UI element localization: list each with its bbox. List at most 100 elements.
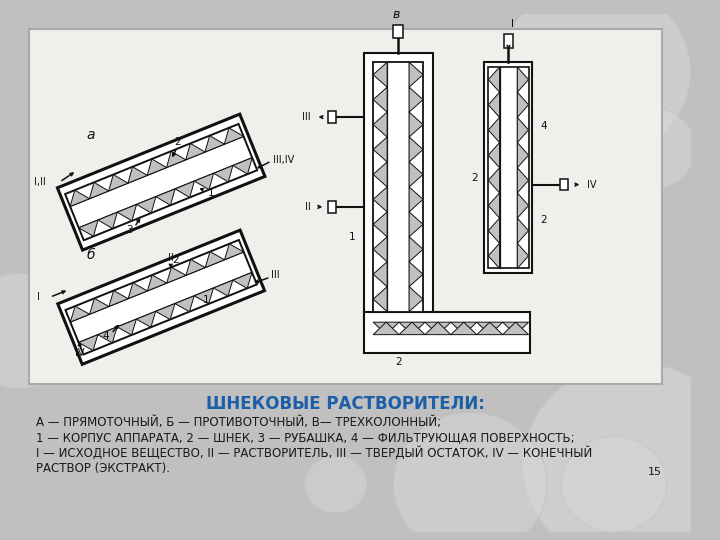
- Polygon shape: [66, 240, 257, 354]
- Ellipse shape: [561, 436, 667, 532]
- Ellipse shape: [0, 273, 81, 388]
- Polygon shape: [517, 117, 528, 143]
- Polygon shape: [409, 112, 423, 137]
- Polygon shape: [373, 262, 387, 287]
- Polygon shape: [166, 151, 186, 167]
- Polygon shape: [156, 303, 175, 320]
- Text: III: III: [302, 112, 311, 122]
- Polygon shape: [488, 67, 500, 92]
- Polygon shape: [128, 167, 147, 183]
- Polygon shape: [409, 62, 423, 87]
- Polygon shape: [488, 117, 500, 143]
- Polygon shape: [58, 114, 265, 250]
- Text: I: I: [510, 19, 514, 29]
- Polygon shape: [503, 322, 528, 335]
- Polygon shape: [517, 193, 528, 218]
- Polygon shape: [89, 299, 109, 314]
- Polygon shape: [373, 322, 399, 335]
- Text: 3: 3: [126, 225, 132, 235]
- Text: А — ПРЯМОТОЧНЫЙ, Б — ПРОТИВОТОЧНЫЙ, В— ТРЕХКОЛОННЫЙ;: А — ПРЯМОТОЧНЫЙ, Б — ПРОТИВОТОЧНЫЙ, В— Т…: [37, 416, 441, 429]
- Polygon shape: [156, 189, 175, 205]
- Polygon shape: [425, 322, 451, 335]
- Text: 2: 2: [541, 215, 547, 226]
- Bar: [364, 312, 531, 353]
- Polygon shape: [517, 218, 528, 244]
- Bar: [488, 67, 528, 268]
- Text: I — ИСХОДНОЕ ВЕЩЕСТВО, II — РАСТВОРИТЕЛЬ, III — ТВЕРДЫЙ ОСТАТОК, IV — КОНЕЧНЫЙ: I — ИСХОДНОЕ ВЕЩЕСТВО, II — РАСТВОРИТЕЛЬ…: [37, 447, 593, 461]
- Polygon shape: [488, 168, 500, 193]
- Polygon shape: [488, 143, 500, 168]
- Polygon shape: [409, 87, 423, 112]
- Bar: [364, 52, 433, 321]
- Polygon shape: [477, 322, 503, 335]
- Polygon shape: [71, 306, 89, 322]
- Text: 1 — КОРПУС АППАРАТА, 2 — ШНЕК, 3 — РУБАШКА, 4 — ФИЛЬТРУЮЩАЯ ПОВЕРХНОСТЬ;: 1 — КОРПУС АППАРАТА, 2 — ШНЕК, 3 — РУБАШ…: [37, 431, 575, 444]
- Polygon shape: [451, 322, 477, 335]
- Polygon shape: [109, 291, 128, 307]
- Polygon shape: [213, 280, 233, 296]
- Polygon shape: [214, 165, 233, 182]
- Ellipse shape: [523, 362, 720, 540]
- Polygon shape: [409, 237, 423, 262]
- Text: III,IV: III,IV: [274, 155, 294, 165]
- Polygon shape: [373, 322, 399, 335]
- Polygon shape: [373, 287, 387, 312]
- Polygon shape: [194, 288, 213, 304]
- Polygon shape: [233, 158, 252, 174]
- Polygon shape: [205, 136, 225, 152]
- Polygon shape: [137, 197, 156, 213]
- Polygon shape: [409, 162, 423, 187]
- Text: IV: IV: [75, 348, 84, 358]
- Text: 1: 1: [348, 232, 356, 242]
- Text: 2: 2: [174, 137, 181, 147]
- Polygon shape: [373, 87, 387, 112]
- Polygon shape: [373, 212, 387, 237]
- Text: 4: 4: [541, 120, 547, 131]
- Bar: [503, 35, 513, 48]
- Polygon shape: [409, 262, 423, 287]
- Text: 4: 4: [102, 330, 109, 341]
- Polygon shape: [117, 319, 136, 335]
- Bar: [485, 62, 532, 273]
- Polygon shape: [373, 237, 387, 262]
- Text: 2: 2: [395, 357, 402, 367]
- Text: II: II: [305, 202, 311, 212]
- Text: I: I: [37, 292, 40, 302]
- Polygon shape: [194, 173, 214, 190]
- Bar: [373, 62, 423, 312]
- Text: II: II: [168, 253, 174, 263]
- Polygon shape: [98, 327, 117, 343]
- Polygon shape: [65, 124, 257, 240]
- Polygon shape: [409, 287, 423, 312]
- Polygon shape: [409, 187, 423, 212]
- Bar: [29, 29, 662, 383]
- Polygon shape: [136, 312, 156, 327]
- Polygon shape: [503, 322, 528, 335]
- Text: 2: 2: [172, 255, 179, 265]
- Polygon shape: [517, 92, 528, 117]
- Text: IV: IV: [587, 180, 597, 190]
- Polygon shape: [477, 322, 503, 335]
- Text: 2: 2: [472, 173, 478, 183]
- Bar: [393, 25, 403, 38]
- Polygon shape: [488, 244, 500, 268]
- Polygon shape: [488, 218, 500, 244]
- Polygon shape: [488, 193, 500, 218]
- Ellipse shape: [499, 0, 690, 160]
- Polygon shape: [517, 168, 528, 193]
- Text: 15: 15: [648, 467, 662, 477]
- Polygon shape: [166, 267, 186, 283]
- Polygon shape: [117, 205, 137, 221]
- Text: в: в: [392, 8, 400, 21]
- Polygon shape: [517, 143, 528, 168]
- Bar: [560, 179, 568, 191]
- Text: а: а: [86, 128, 95, 142]
- Polygon shape: [147, 159, 166, 176]
- Polygon shape: [175, 181, 194, 198]
- Polygon shape: [451, 322, 477, 335]
- Polygon shape: [58, 230, 264, 364]
- Text: 1: 1: [203, 295, 210, 305]
- Text: РАСТВОР (ЭКСТРАКТ).: РАСТВОР (ЭКСТРАКТ).: [37, 462, 171, 475]
- Polygon shape: [70, 190, 89, 206]
- Ellipse shape: [393, 413, 546, 540]
